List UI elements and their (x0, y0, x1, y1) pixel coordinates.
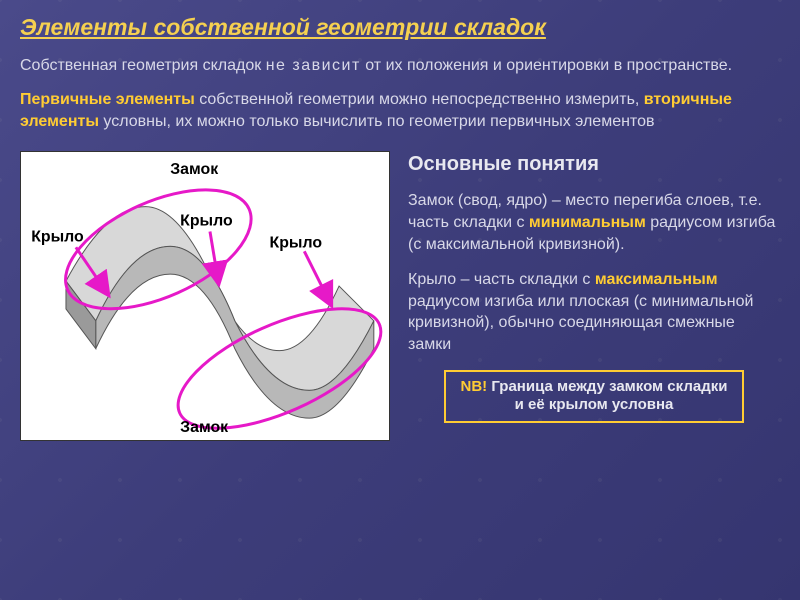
intro2-text-b: собственной геометрии можно непосредстве… (195, 91, 644, 108)
two-column-layout: Замок Крыло Крыло Крыло Замок Основные п… (20, 151, 780, 441)
intro1-emphasis: не зависит (266, 57, 361, 74)
concepts-column: Основные понятия Замок (свод, ядро) – ме… (408, 151, 780, 441)
zamok-definition: Замок (свод, ядро) – место перегиба слое… (408, 190, 780, 255)
slide-title: Элементы собственной геометрии складок (20, 14, 780, 41)
fold-diagram: Замок Крыло Крыло Крыло Замок (20, 151, 390, 441)
nb-text: Граница между замком складки и её крылом… (487, 378, 727, 414)
concepts-heading: Основные понятия (408, 151, 780, 178)
label-krylo-left: Крыло (31, 229, 84, 246)
krylo-definition: Крыло – часть складки с максимальным рад… (408, 269, 780, 355)
label-krylo-mid: Крыло (180, 213, 233, 230)
fold-diagram-svg: Замок Крыло Крыло Крыло Замок (21, 152, 389, 440)
krylo-text-b: радиусом изгиба или плоская (с минимальн… (408, 293, 753, 353)
primary-elements-label: Первичные элементы (20, 91, 195, 108)
intro-paragraph-2: Первичные элементы собственной геометрии… (20, 89, 780, 134)
intro1-text-a: Собственная геометрия складок (20, 57, 266, 74)
label-zamok-bottom: Замок (180, 419, 228, 436)
intro-paragraph-1: Собственная геометрия складок не зависит… (20, 55, 780, 77)
label-zamok-top: Замок (170, 161, 218, 178)
nb-label: NB! (461, 378, 488, 395)
slide-content: Элементы собственной геометрии складок С… (0, 0, 800, 455)
zamok-minimal: минимальным (529, 214, 646, 231)
intro1-text-b: от их положения и ориентировки в простра… (361, 57, 732, 74)
nb-callout-box: NB! Граница между замком складки и её кр… (444, 370, 744, 424)
intro2-text-d: условны, их можно только вычислить по ге… (99, 113, 654, 130)
krylo-maximal: максимальным (595, 271, 718, 288)
label-krylo-right: Крыло (270, 235, 323, 252)
krylo-text-a: Крыло – часть складки с (408, 271, 595, 288)
